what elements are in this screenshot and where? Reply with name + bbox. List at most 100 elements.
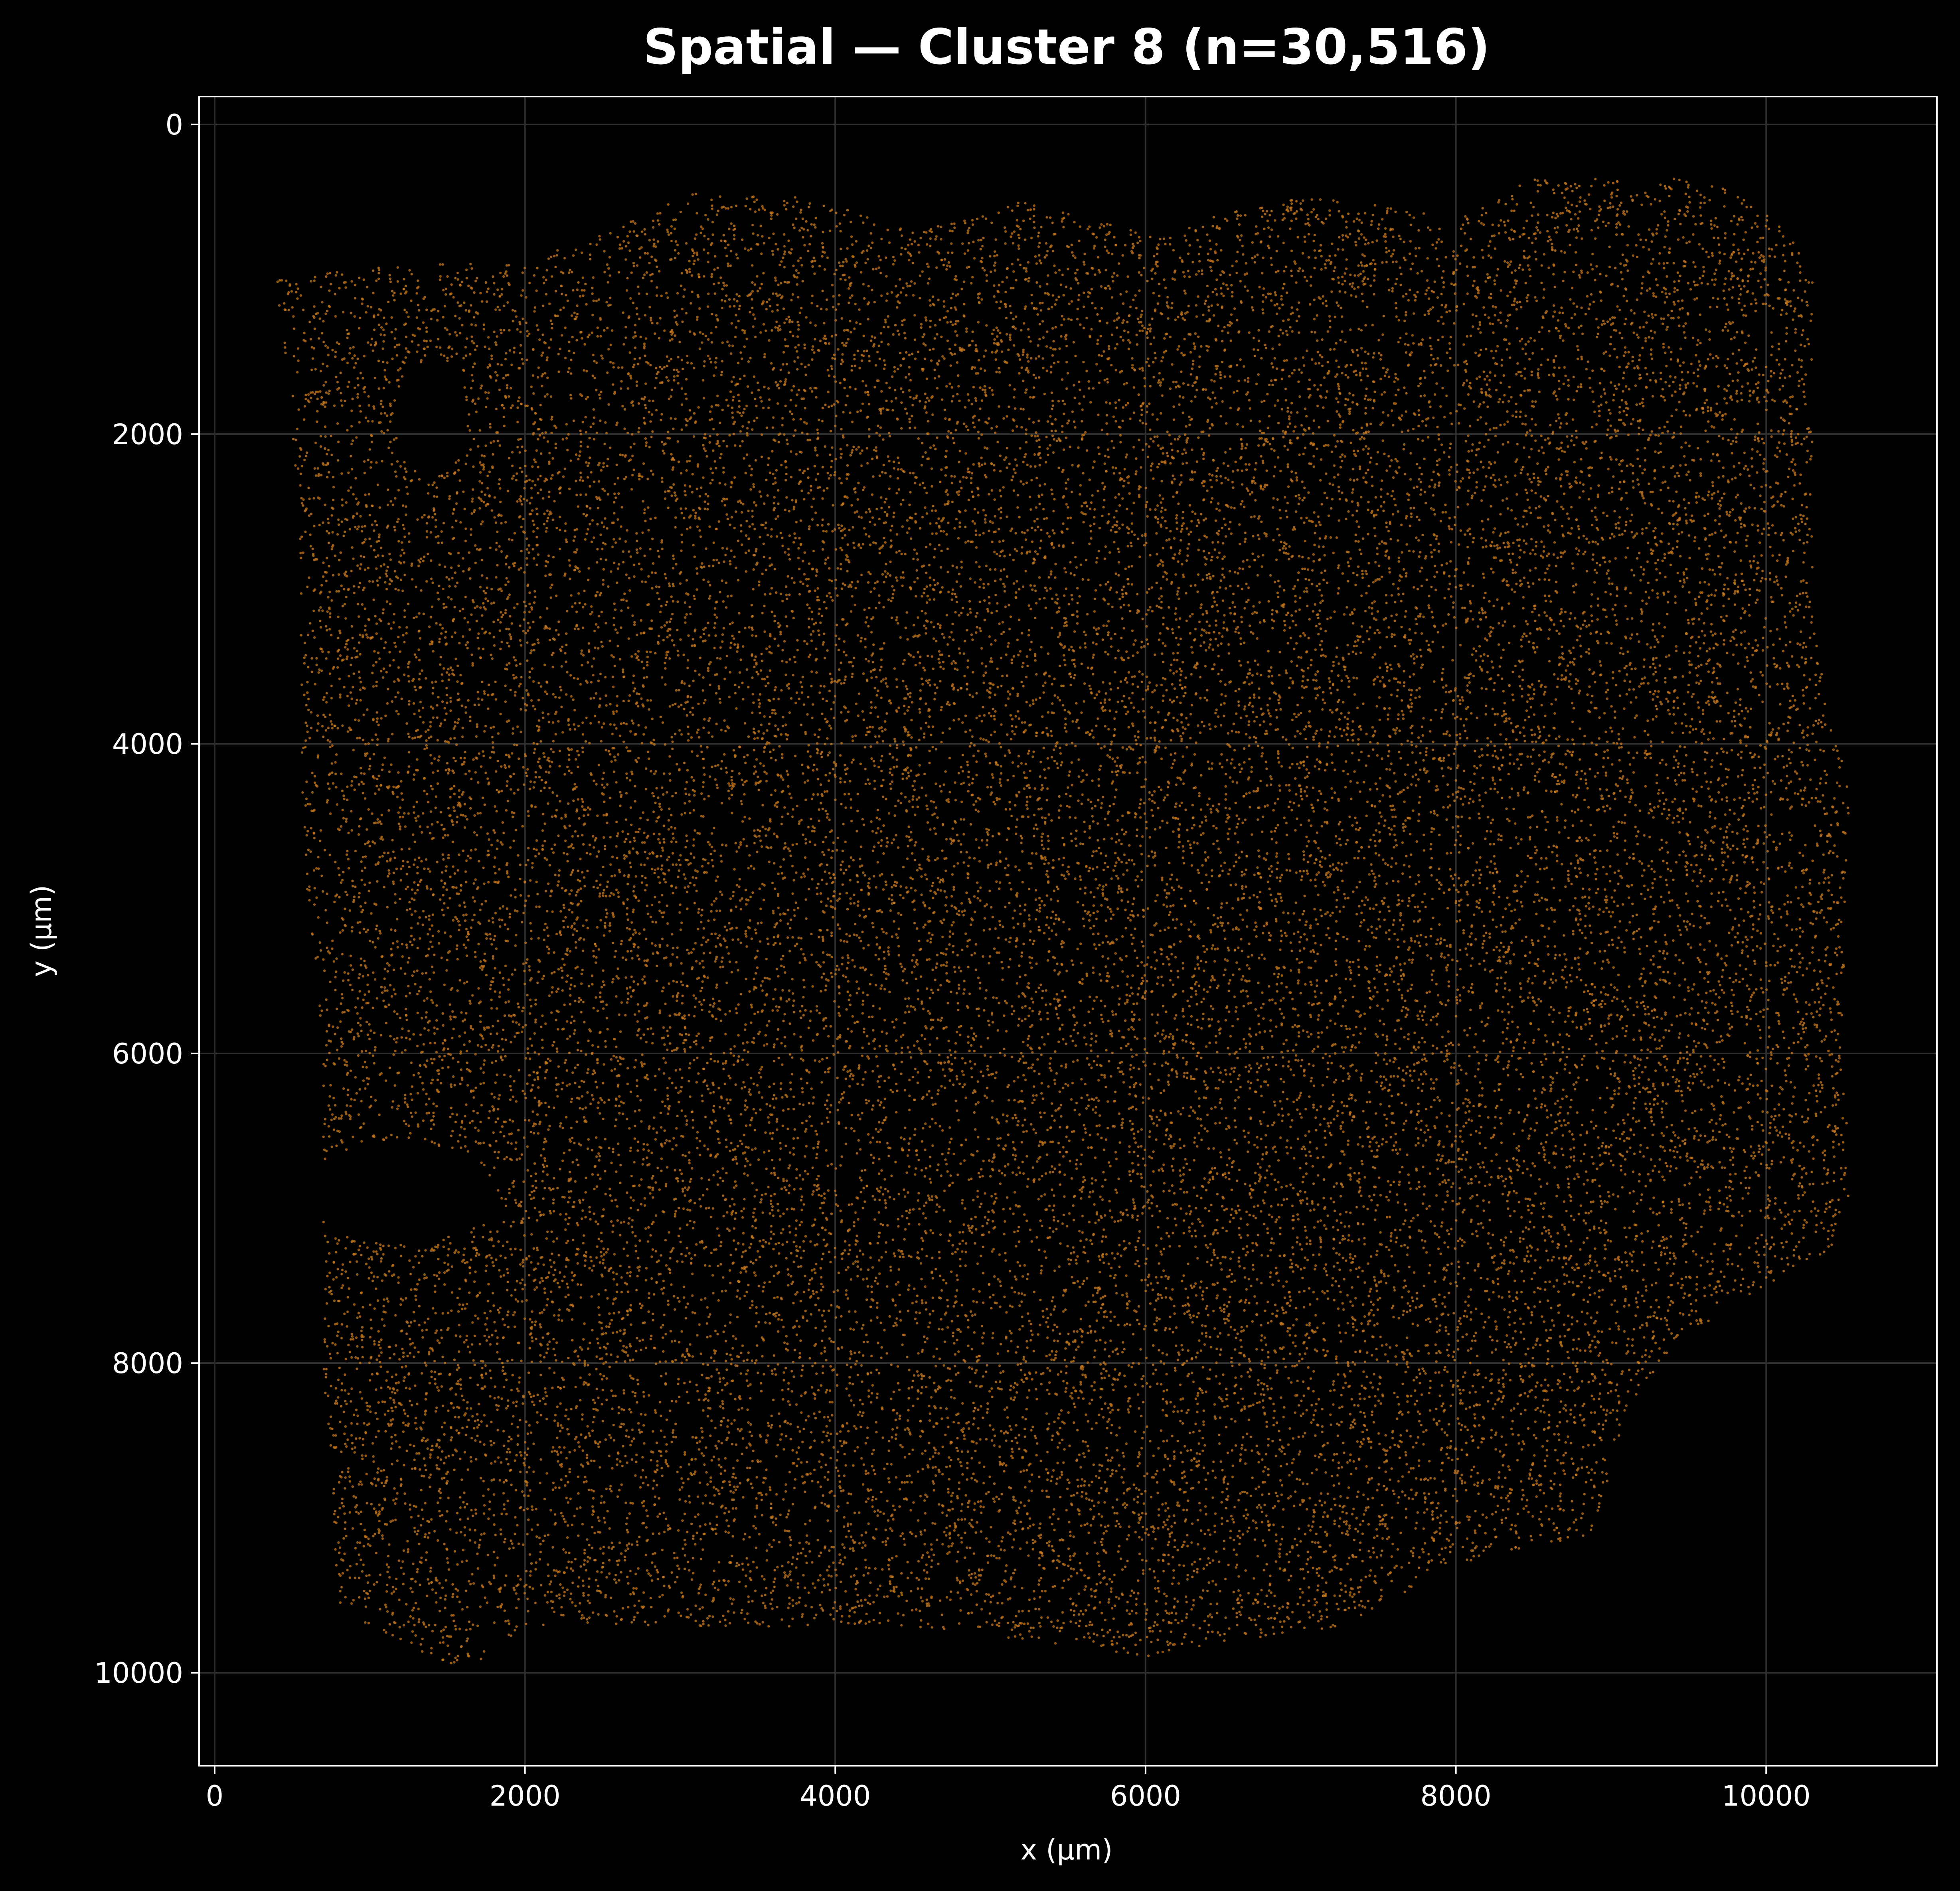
data-point <box>1482 466 1484 468</box>
data-point <box>914 814 916 816</box>
data-point <box>1306 1347 1308 1350</box>
data-point <box>1510 561 1512 563</box>
data-point <box>1041 1555 1043 1557</box>
data-point <box>556 1050 558 1053</box>
data-point <box>946 1514 948 1517</box>
data-point <box>815 961 818 963</box>
data-point <box>1580 458 1582 460</box>
data-point <box>1077 799 1079 802</box>
data-point <box>489 426 492 429</box>
data-point <box>820 1502 823 1504</box>
data-point <box>450 355 453 358</box>
data-point <box>1614 1072 1616 1075</box>
data-point <box>1176 1410 1179 1413</box>
data-point <box>628 1512 631 1515</box>
data-point <box>828 954 831 956</box>
data-point <box>397 1105 400 1107</box>
data-point <box>1057 1041 1060 1043</box>
data-point <box>1619 694 1621 697</box>
data-point <box>781 537 783 539</box>
data-point <box>1068 1140 1071 1142</box>
data-point <box>1270 838 1273 840</box>
data-point <box>743 1359 745 1362</box>
data-point <box>1626 210 1628 213</box>
data-point <box>1076 610 1078 613</box>
data-point <box>1229 884 1232 886</box>
data-point <box>825 1359 827 1361</box>
data-point <box>591 1513 594 1516</box>
data-point <box>1701 1027 1703 1029</box>
data-point <box>537 937 540 939</box>
data-point <box>1735 628 1737 631</box>
data-point <box>895 1419 897 1421</box>
data-point <box>1311 1050 1314 1053</box>
data-point <box>397 518 400 520</box>
data-point <box>319 1014 322 1017</box>
data-point <box>806 642 808 645</box>
data-point <box>1722 466 1725 469</box>
data-point <box>1587 874 1589 877</box>
data-point <box>1231 758 1233 761</box>
data-point <box>1395 1133 1397 1135</box>
data-point <box>828 751 831 754</box>
data-point <box>1129 914 1132 916</box>
data-point <box>1090 501 1093 504</box>
data-point <box>495 947 498 950</box>
data-point <box>1146 1528 1148 1530</box>
data-point <box>677 1529 680 1531</box>
data-point <box>472 896 474 899</box>
data-point <box>1612 1193 1614 1195</box>
data-point <box>1573 707 1575 709</box>
data-point <box>612 676 614 678</box>
data-point <box>1407 429 1409 432</box>
data-point <box>644 314 646 316</box>
data-point <box>676 946 679 949</box>
data-point <box>1506 294 1509 297</box>
data-point <box>764 828 767 830</box>
data-point <box>898 1505 901 1508</box>
data-point <box>948 1079 951 1082</box>
data-point <box>512 475 515 477</box>
data-point <box>1126 748 1128 751</box>
data-point <box>603 329 605 332</box>
data-point <box>1488 1184 1491 1186</box>
data-point <box>503 1158 506 1160</box>
data-point <box>999 555 1001 557</box>
data-point <box>371 672 373 674</box>
data-point <box>726 1425 729 1428</box>
data-point <box>874 1567 877 1570</box>
data-point <box>360 1511 362 1513</box>
data-point <box>1355 841 1357 844</box>
data-point <box>1720 1035 1722 1037</box>
data-point <box>353 585 355 587</box>
data-point <box>1355 913 1358 915</box>
data-point <box>1605 774 1607 777</box>
data-point <box>1151 794 1153 796</box>
data-point <box>1191 1371 1193 1374</box>
data-point <box>828 1574 830 1577</box>
data-point <box>875 1594 878 1597</box>
data-point <box>523 1136 525 1139</box>
data-point <box>1685 181 1687 183</box>
data-point <box>1378 223 1380 226</box>
data-point <box>1242 568 1244 570</box>
data-point <box>800 724 802 726</box>
data-point <box>994 731 996 733</box>
data-point <box>1437 339 1439 341</box>
data-point <box>1378 874 1380 877</box>
data-point <box>1815 917 1817 920</box>
data-point <box>1546 1116 1549 1118</box>
data-point <box>1108 1060 1110 1062</box>
data-point <box>1290 1146 1292 1149</box>
data-point <box>1283 589 1285 591</box>
data-point <box>982 1075 984 1077</box>
data-point <box>631 433 633 435</box>
data-point <box>1297 1218 1300 1220</box>
data-point <box>1009 336 1011 339</box>
data-point <box>594 715 596 717</box>
data-point <box>993 295 995 298</box>
data-point <box>546 693 548 695</box>
data-point <box>691 1167 693 1170</box>
data-point <box>1403 1286 1405 1288</box>
data-point <box>1326 1608 1328 1611</box>
